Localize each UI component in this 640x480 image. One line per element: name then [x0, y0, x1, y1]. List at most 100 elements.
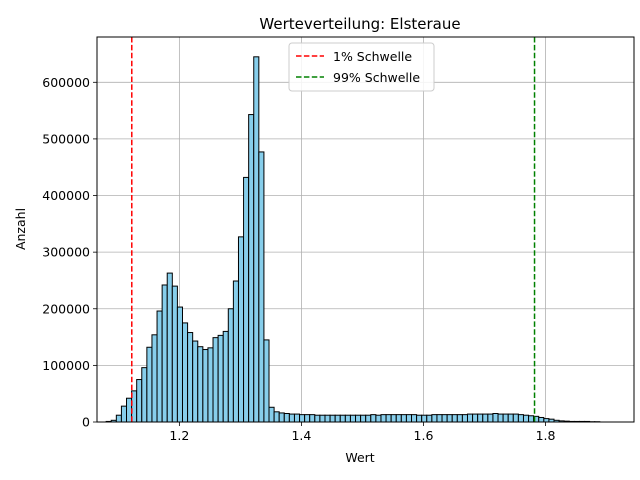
histogram-bar — [365, 414, 372, 423]
x-tick-label: 1.2 — [169, 428, 189, 443]
histogram-bar — [192, 340, 199, 423]
histogram-bar — [197, 346, 204, 423]
histogram-bar — [487, 413, 494, 423]
y-tick-label: 100000 — [42, 358, 90, 373]
y-tick-label: 200000 — [42, 301, 90, 316]
histogram-bar — [268, 406, 275, 423]
x-tick-label: 1.6 — [414, 428, 434, 443]
histogram-bar — [329, 414, 336, 423]
histogram-bar — [161, 284, 168, 423]
x-tick-label: 1.8 — [536, 428, 556, 443]
histogram-bar — [466, 413, 474, 423]
legend-label-1pct: 1% Schwelle — [333, 49, 412, 64]
histogram-bar — [395, 414, 402, 423]
plot-frame — [96, 36, 635, 423]
histogram-bar — [492, 413, 499, 423]
histogram-bar — [375, 414, 382, 423]
histogram-bar — [512, 413, 519, 423]
histogram-bar — [181, 322, 189, 423]
histogram-bar — [370, 414, 377, 423]
histogram-bar — [344, 414, 351, 423]
y-tick-label: 400000 — [42, 188, 90, 203]
histogram-bar — [360, 414, 367, 423]
histogram-bar — [426, 414, 433, 423]
histogram-bar — [472, 413, 479, 423]
histogram-bar — [538, 416, 545, 423]
y-tick-label: 300000 — [42, 245, 90, 260]
histogram-bar — [217, 334, 224, 423]
histogram-bar — [222, 330, 229, 423]
histogram-bar — [237, 236, 245, 423]
histogram-bar — [243, 176, 250, 423]
histogram-bar — [441, 414, 448, 423]
histogram-bar — [416, 414, 423, 423]
histogram-bar — [431, 414, 438, 423]
histogram-bar — [461, 414, 468, 423]
histogram-bar — [477, 413, 484, 423]
histogram-bar — [166, 272, 173, 423]
histogram-bar — [212, 337, 219, 423]
histogram-bar — [385, 414, 392, 423]
histogram-bar — [141, 367, 148, 423]
histogram-bar — [126, 397, 133, 423]
chart-title: Werteverteilung: Elsteraue — [259, 15, 460, 33]
histogram-bar — [517, 414, 524, 423]
histogram-bar — [227, 308, 234, 423]
histogram-bar — [543, 418, 550, 423]
histogram-bar — [421, 414, 428, 423]
threshold-lines — [131, 37, 536, 422]
histogram-bar — [146, 346, 153, 423]
x-axis-ticks: 1.2 1.4 1.6 1.8 — [169, 422, 555, 443]
histogram-bars — [105, 56, 601, 423]
y-axis-ticks: 0 100000 200000 300000 400000 500000 600000 — [42, 75, 97, 430]
histogram-bar — [334, 414, 341, 423]
histogram-bar — [309, 414, 316, 423]
histogram-bar — [151, 334, 158, 423]
legend: 1% Schwelle 99% Schwelle — [288, 42, 435, 92]
legend-box — [288, 42, 435, 92]
histogram-bar — [446, 414, 453, 423]
histogram-bar — [176, 306, 183, 423]
histogram-bar — [273, 411, 280, 423]
histogram-bar — [528, 415, 535, 423]
legend-label-99pct: 99% Schwelle — [333, 70, 420, 85]
histogram-bar — [522, 414, 530, 423]
histogram-bar — [349, 414, 357, 423]
histogram-bar — [207, 347, 214, 423]
histogram-bar — [482, 413, 489, 423]
histogram-bar — [436, 414, 443, 423]
histogram-bar — [502, 413, 509, 423]
histogram-bar — [355, 414, 362, 423]
y-tick-label: 0 — [82, 415, 90, 430]
histogram-bar — [411, 414, 418, 423]
histogram-bar — [324, 414, 331, 423]
histogram-bar — [299, 414, 306, 423]
histogram-bar — [248, 114, 255, 423]
histogram-bar — [314, 414, 321, 423]
histogram-bar — [405, 414, 413, 423]
histogram-bar — [390, 414, 397, 423]
histogram-bar — [187, 332, 194, 423]
histogram-bar — [456, 414, 463, 423]
x-axis-title: Wert — [345, 450, 374, 465]
histogram-bar — [380, 414, 387, 423]
y-tick-label: 500000 — [42, 131, 90, 146]
y-tick-label: 600000 — [42, 75, 90, 90]
histogram-bar — [171, 285, 178, 423]
histogram-bar — [339, 414, 346, 423]
histogram-bar — [136, 379, 143, 423]
histogram-bar — [156, 310, 163, 423]
histogram-bar — [283, 413, 290, 423]
histogram-bar — [120, 405, 128, 423]
histogram-bar — [319, 414, 326, 423]
x-tick-label: 1.4 — [291, 428, 311, 443]
histogram-bar — [278, 412, 285, 423]
histogram-bar — [497, 413, 504, 423]
histogram-bar — [258, 151, 265, 423]
histogram-bar — [263, 339, 270, 423]
histogram-bar — [115, 414, 122, 423]
histogram-bar — [202, 349, 209, 423]
y-axis-title: Anzahl — [13, 208, 28, 250]
histogram-bar — [400, 414, 407, 423]
